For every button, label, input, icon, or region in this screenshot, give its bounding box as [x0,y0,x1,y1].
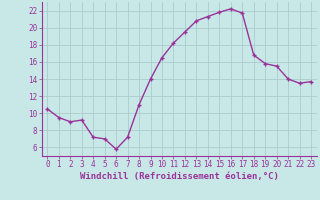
X-axis label: Windchill (Refroidissement éolien,°C): Windchill (Refroidissement éolien,°C) [80,172,279,181]
